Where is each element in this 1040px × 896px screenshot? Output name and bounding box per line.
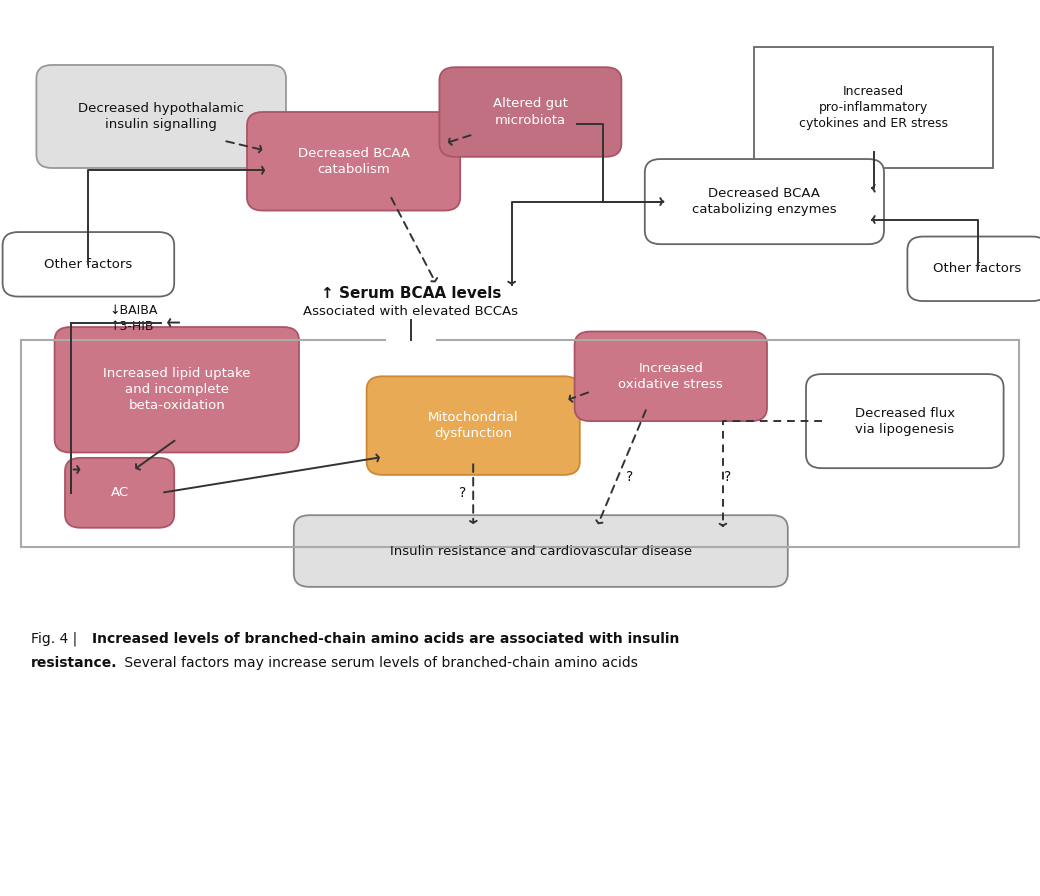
FancyBboxPatch shape [645,159,884,244]
Text: Other factors: Other factors [45,258,132,271]
Text: Associated with elevated BCCAs: Associated with elevated BCCAs [304,306,518,318]
FancyBboxPatch shape [907,237,1040,301]
Text: Increased levels of branched-chain amino acids are associated with insulin: Increased levels of branched-chain amino… [92,632,679,646]
Text: Increased
oxidative stress: Increased oxidative stress [619,362,723,391]
Text: Decreased flux
via lipogenesis: Decreased flux via lipogenesis [855,407,955,435]
Text: Fig. 4 |: Fig. 4 | [31,632,82,646]
FancyBboxPatch shape [3,232,175,297]
Text: ?: ? [626,470,632,484]
FancyBboxPatch shape [66,458,175,528]
FancyBboxPatch shape [575,332,768,421]
FancyBboxPatch shape [754,47,993,168]
FancyBboxPatch shape [248,112,460,211]
Text: Several factors may increase serum levels of branched-chain amino acids: Several factors may increase serum level… [120,656,638,670]
Text: resistance.: resistance. [31,656,118,670]
Text: Altered gut
microbiota: Altered gut microbiota [493,98,568,126]
Text: Mitochondrial
dysfunction: Mitochondrial dysfunction [427,411,519,440]
FancyBboxPatch shape [293,515,788,587]
Text: ↓BAIBA
↑3-HIB: ↓BAIBA ↑3-HIB [109,304,158,332]
Text: Increased lipid uptake
and incomplete
beta-oxidation: Increased lipid uptake and incomplete be… [103,367,251,412]
FancyBboxPatch shape [806,375,1004,468]
Text: Decreased BCAA
catabolism: Decreased BCAA catabolism [297,147,410,176]
Text: Increased
pro-inflammatory
cytokines and ER stress: Increased pro-inflammatory cytokines and… [799,85,948,130]
Text: ?: ? [725,470,731,484]
Text: Other factors: Other factors [934,263,1021,275]
Text: Decreased BCAA
catabolizing enzymes: Decreased BCAA catabolizing enzymes [692,187,837,216]
FancyBboxPatch shape [439,67,621,157]
FancyBboxPatch shape [36,65,286,168]
Text: AC: AC [110,487,129,499]
Text: Insulin resistance and cardiovascular disease: Insulin resistance and cardiovascular di… [390,545,692,557]
Text: ↑ Serum BCAA levels: ↑ Serum BCAA levels [320,287,501,301]
FancyBboxPatch shape [55,327,300,452]
FancyBboxPatch shape [367,376,580,475]
Text: Decreased hypothalamic
insulin signalling: Decreased hypothalamic insulin signallin… [78,102,244,131]
Text: ?: ? [460,486,466,500]
